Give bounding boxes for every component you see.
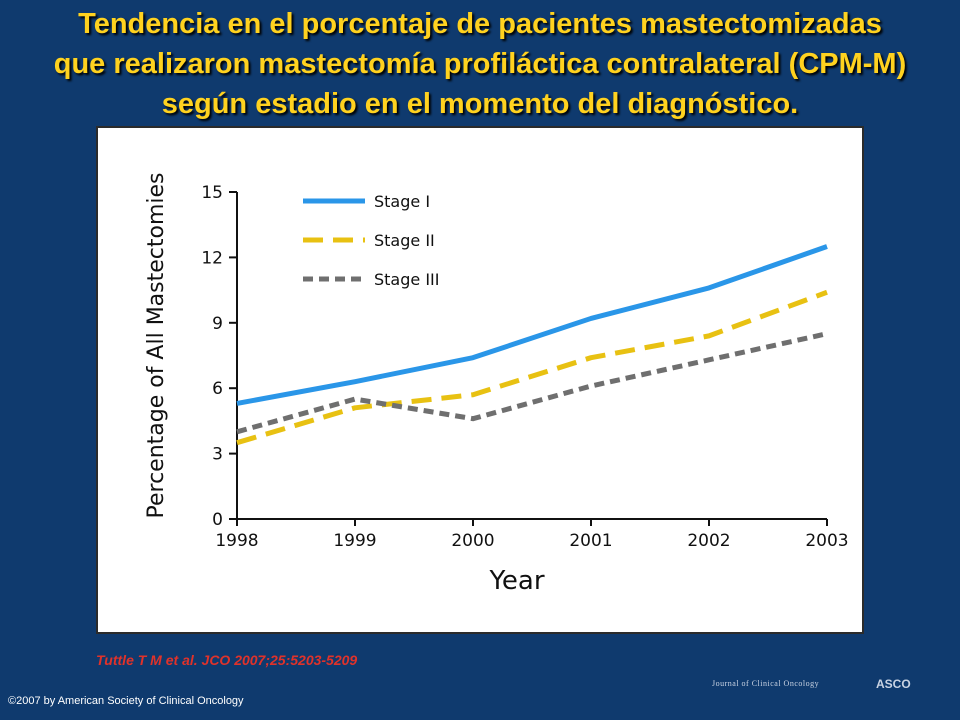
title-line-3: según estadio en el momento del diagnóst…	[161, 88, 799, 120]
legend-label-1: Stage I	[374, 192, 430, 211]
x-tick-label: 1998	[215, 531, 258, 551]
chart-panel: 0 3 6 9 12 15 1998 1999 2000 2001 2002 2003 Year Perc…	[96, 126, 864, 634]
citation: Tuttle T M et al. JCO 2007;25:5203-5209	[96, 652, 358, 668]
x-tick-label: 2003	[805, 531, 848, 551]
y-tick-label: 9	[212, 314, 223, 334]
x-tick-label: 1999	[333, 531, 376, 551]
asco-logo: ASCO	[876, 677, 911, 691]
line-chart: 0 3 6 9 12 15 1998 1999 2000 2001 2002 2003 Year Perc…	[144, 172, 849, 596]
y-tick-label: 3	[212, 445, 223, 465]
y-tick-label: 6	[212, 379, 223, 399]
x-tick-label: 2002	[687, 531, 730, 551]
journal-logo: Journal of Clinical Oncology	[712, 679, 820, 688]
series-line-1	[236, 244, 828, 406]
title-line-1: Tendencia en el porcentaje de pacientes …	[78, 8, 882, 40]
y-tick-label: 15	[201, 183, 223, 203]
legend-label-3: Stage III	[374, 270, 439, 289]
y-axis-label: Percentage of All Mastectomies	[144, 172, 169, 518]
x-tick-label: 2000	[451, 531, 494, 551]
x-axis-label: Year	[488, 566, 544, 596]
copyright-notice: ©2007 by American Society of Clinical On…	[8, 695, 244, 707]
title-line-2: que realizaron mastectomía profiláctica …	[53, 48, 907, 80]
y-tick-label: 0	[212, 510, 223, 530]
slide-title: Tendencia en el porcentaje de pacientes …	[0, 4, 960, 124]
y-tick-label: 12	[201, 248, 223, 268]
x-tick-label: 2001	[569, 531, 612, 551]
series-line-3	[236, 331, 828, 435]
legend-label-2: Stage II	[374, 231, 435, 250]
series-line-2	[236, 289, 828, 446]
